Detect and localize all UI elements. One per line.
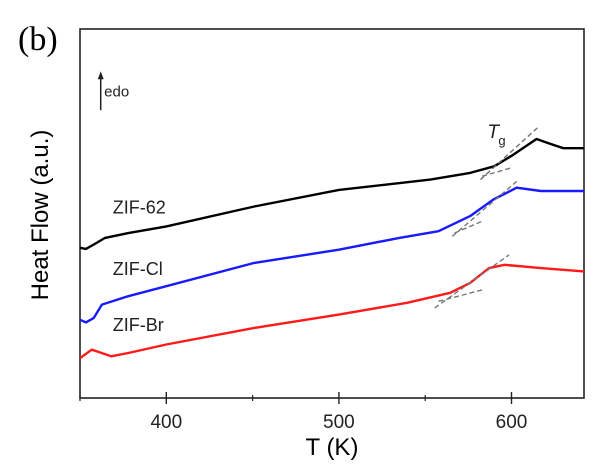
tg-subscript: g [498,133,505,148]
x-tick-label: 400 [150,412,182,433]
panel-label: (b) [18,21,58,58]
tangent-line [479,127,538,181]
tangent-line [481,167,512,177]
x-tick-label: 500 [323,412,355,433]
series-line-zif-br [79,263,585,360]
plot-frame [79,28,585,399]
y-axis-label: Heat Flow (a.u.) [27,130,54,301]
series-label: ZIF-Cl [113,259,163,279]
tangent-line [454,220,483,234]
tangent-line [451,180,518,237]
endo-label: edo [104,84,129,101]
series-line-zif-62 [79,137,584,251]
tangent-line [438,288,484,302]
x-axis-label: T (K) [306,434,359,461]
series-label: ZIF-62 [113,198,166,218]
endo-arrow-icon [97,71,104,80]
plot-area: 400 500 600 ZIF-62 ZIF-Cl ZIF-Br edo T g [79,28,585,433]
x-tick-label: 600 [496,412,528,433]
series-line-zif-cl [79,186,584,324]
tangent-line [434,254,510,309]
tg-label: T [487,122,500,143]
series-label: ZIF-Br [113,315,164,335]
